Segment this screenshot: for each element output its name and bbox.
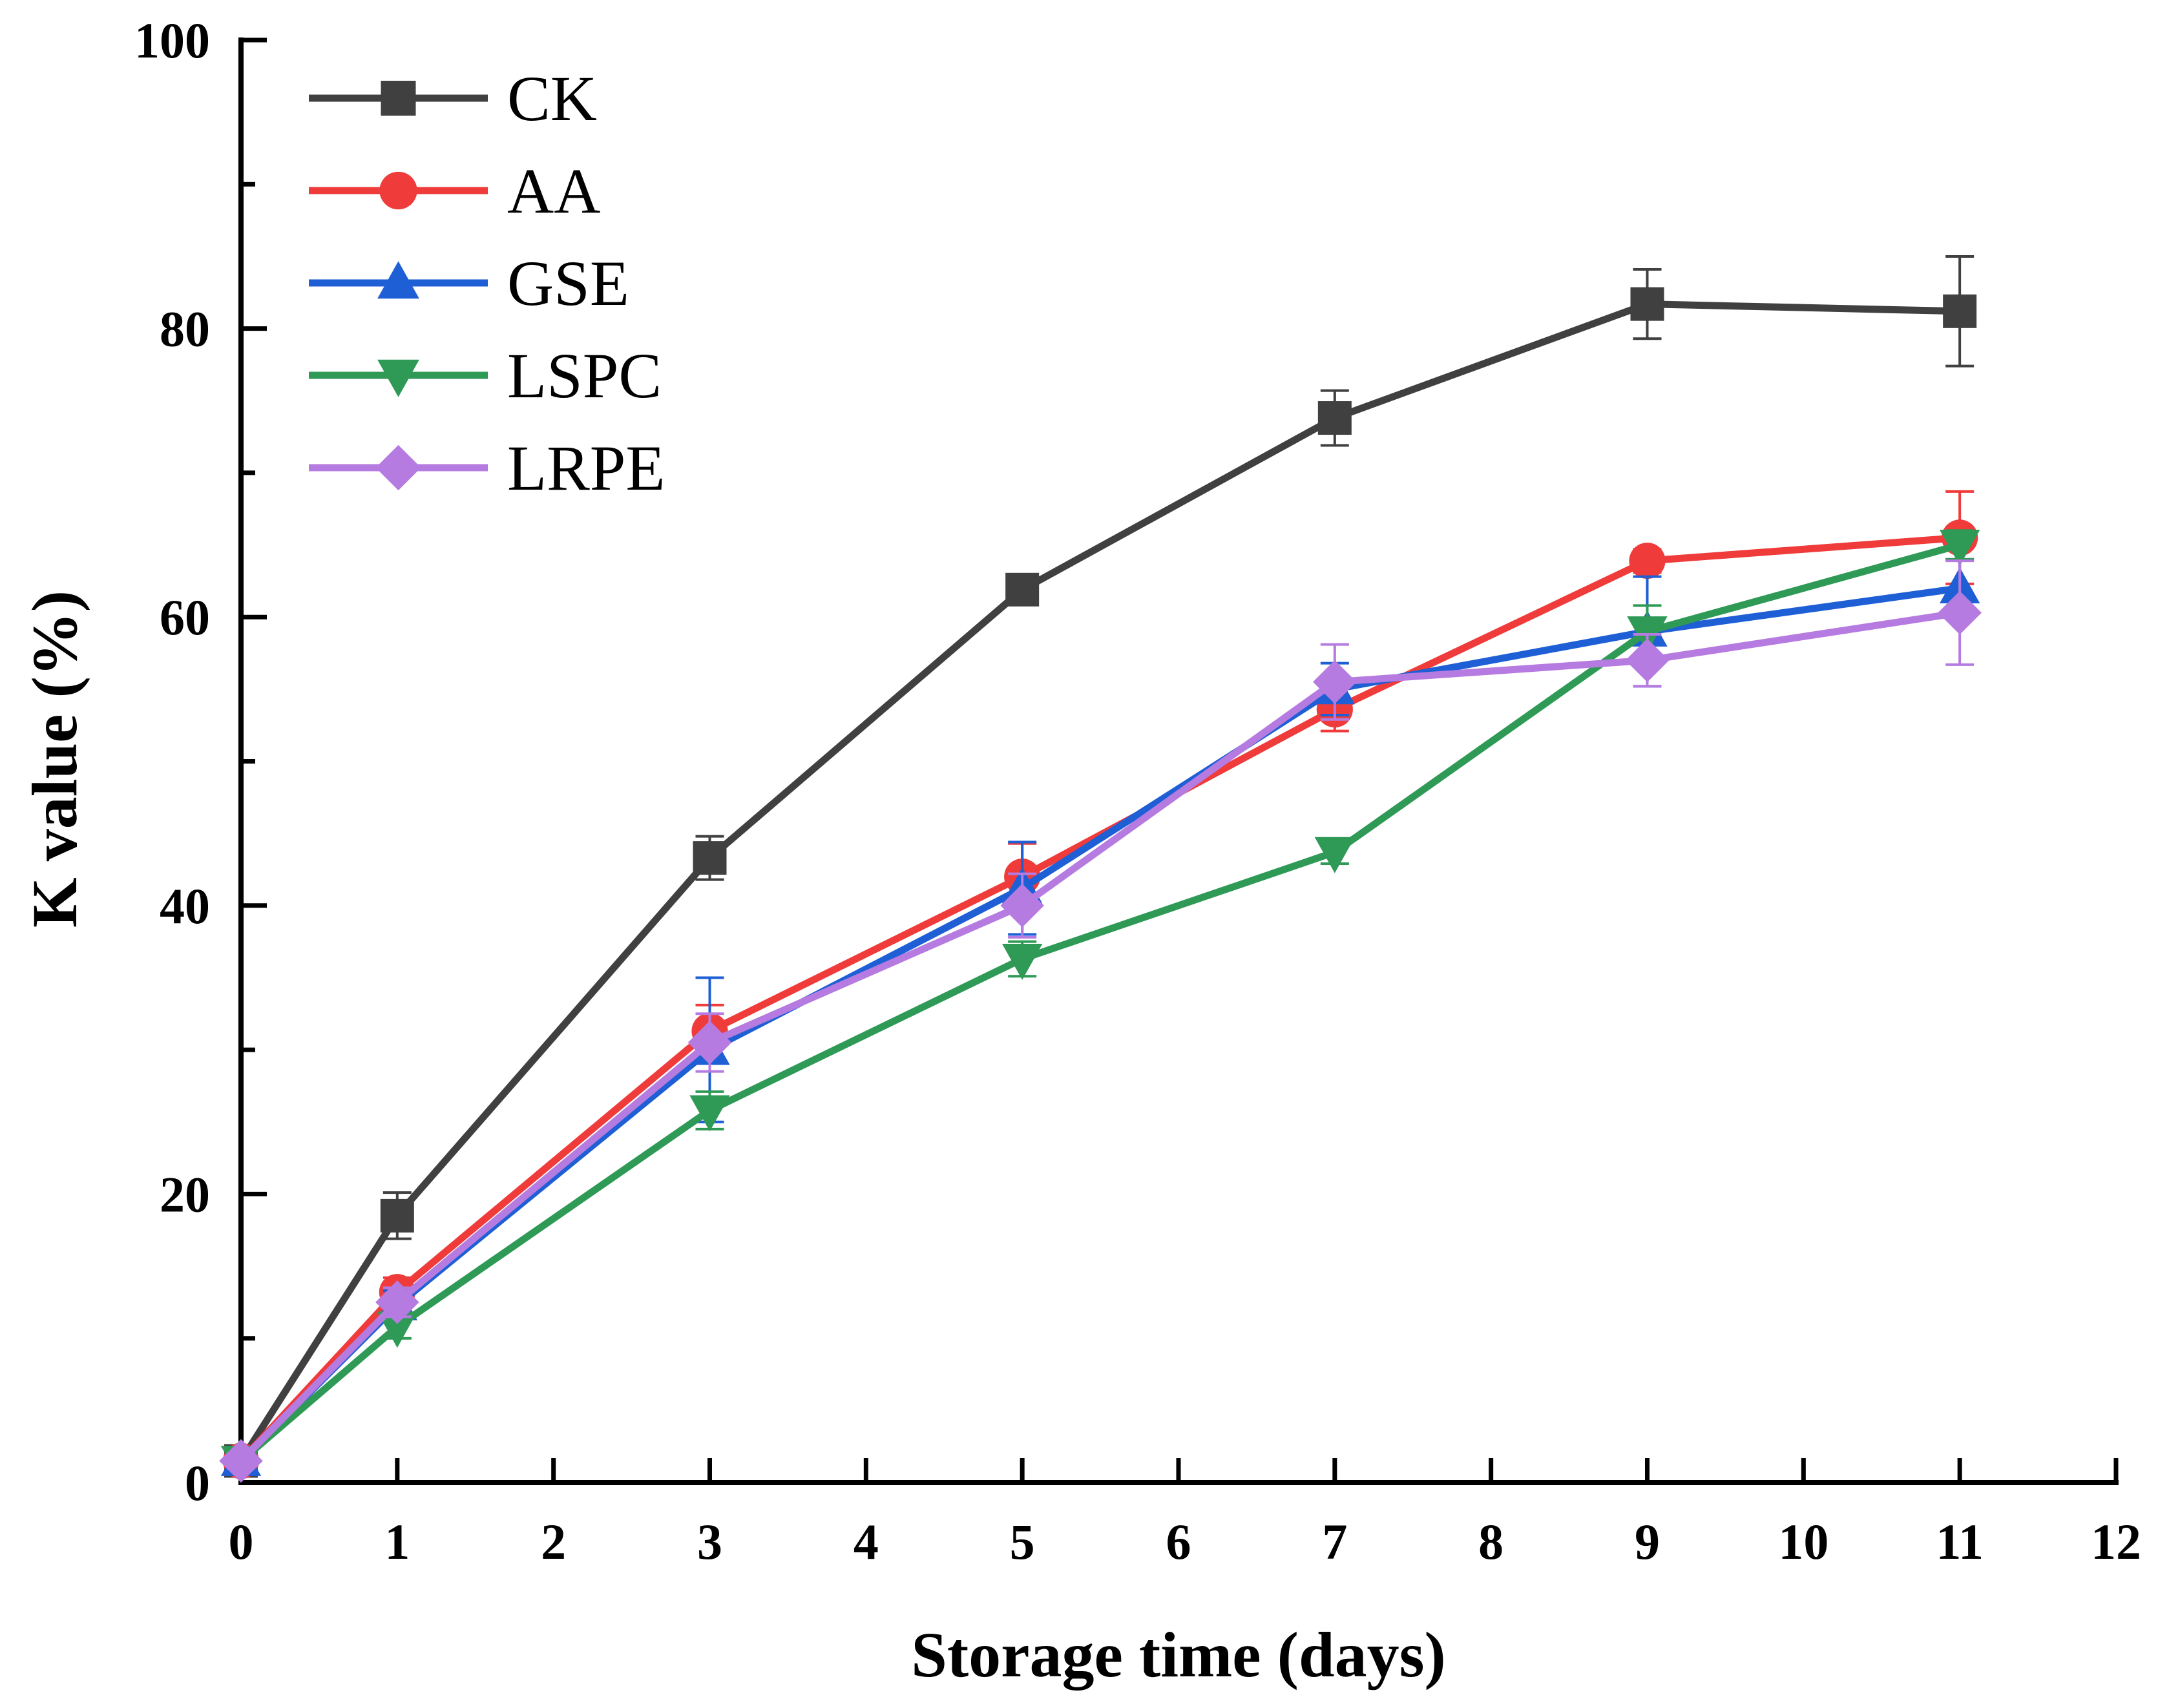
- x-tick-label: 6: [1166, 1514, 1191, 1570]
- x-tick-label: 2: [541, 1514, 566, 1570]
- data-point-lrpe: [219, 1439, 263, 1483]
- data-point-lrpe: [375, 1280, 419, 1324]
- legend-label: LRPE: [507, 432, 665, 504]
- y-tick-label: 100: [134, 12, 210, 68]
- legend-item-gse: GSE: [309, 247, 629, 319]
- data-point-lspc: [377, 1311, 418, 1348]
- data-point-ck: [693, 841, 727, 875]
- x-tick-label: 8: [1478, 1514, 1503, 1570]
- legend-item-aa: AA: [309, 155, 600, 227]
- series-lrpe: [219, 559, 1982, 1483]
- legend-item-lrpe: LRPE: [309, 432, 665, 504]
- x-tick-label: 3: [697, 1514, 722, 1570]
- data-point-lspc: [689, 1095, 730, 1132]
- legend-label: LSPC: [507, 340, 662, 411]
- series-line-lspc: [238, 541, 1961, 1464]
- data-point-ck: [1005, 572, 1040, 607]
- x-tick-label: 12: [2091, 1514, 2141, 1570]
- x-tick-label: 1: [384, 1514, 410, 1570]
- legend-item-ck: CK: [309, 63, 597, 134]
- x-axis-title: Storage time (days): [911, 1619, 1446, 1691]
- legend-marker: [377, 261, 419, 299]
- y-tick-label: 40: [160, 878, 210, 934]
- data-point-lrpe: [1625, 638, 1670, 682]
- legend-label: CK: [507, 63, 597, 134]
- series-line-lrpe: [238, 609, 1960, 1464]
- data-point-ck: [1317, 401, 1352, 435]
- series-line-gse: [238, 585, 1960, 1464]
- legend-label: AA: [507, 155, 600, 227]
- series-line-aa: [238, 534, 1960, 1464]
- series-gse: [220, 557, 1980, 1476]
- x-tick-label: 0: [229, 1514, 254, 1570]
- data-point-lspc: [1314, 837, 1356, 873]
- legend-item-lspc: LSPC: [309, 340, 662, 411]
- legend-marker: [381, 81, 416, 116]
- x-tick-label: 4: [854, 1514, 879, 1570]
- legend: CK AA GSE LSPC LRPE: [309, 63, 665, 504]
- x-tick-label: 10: [1778, 1514, 1828, 1570]
- y-tick-label: 0: [185, 1455, 210, 1511]
- legend-marker: [375, 444, 421, 491]
- data-point-aa: [1629, 543, 1666, 579]
- x-tick-label: 11: [1936, 1514, 1984, 1570]
- y-axis-title: K value (%): [19, 590, 90, 928]
- x-tick-label: 9: [1635, 1514, 1660, 1570]
- x-tick-label: 5: [1010, 1514, 1035, 1570]
- x-tick-label: 7: [1322, 1514, 1347, 1570]
- y-tick-label: 20: [160, 1166, 210, 1222]
- legend-label: GSE: [507, 247, 629, 319]
- series-line-ck: [238, 300, 1960, 1463]
- series-ck: [224, 255, 1977, 1478]
- data-point-ck: [380, 1198, 414, 1233]
- data-point-lrpe: [687, 1021, 732, 1065]
- series-layer: [219, 255, 1982, 1483]
- y-tick-label: 60: [160, 589, 210, 645]
- data-point-ck: [1630, 287, 1664, 321]
- data-point-lrpe: [1938, 590, 1982, 635]
- data-point-lrpe: [1000, 884, 1044, 928]
- data-point-lspc: [1939, 530, 1980, 567]
- data-point-lrpe: [1313, 660, 1357, 704]
- series-aa: [222, 490, 1978, 1479]
- series-lspc: [220, 529, 1980, 1483]
- data-point-lspc: [1001, 944, 1043, 980]
- y-tick-label: 80: [160, 301, 210, 357]
- legend-marker: [377, 359, 419, 397]
- legend-marker: [379, 171, 417, 210]
- data-point-ck: [1943, 294, 1977, 328]
